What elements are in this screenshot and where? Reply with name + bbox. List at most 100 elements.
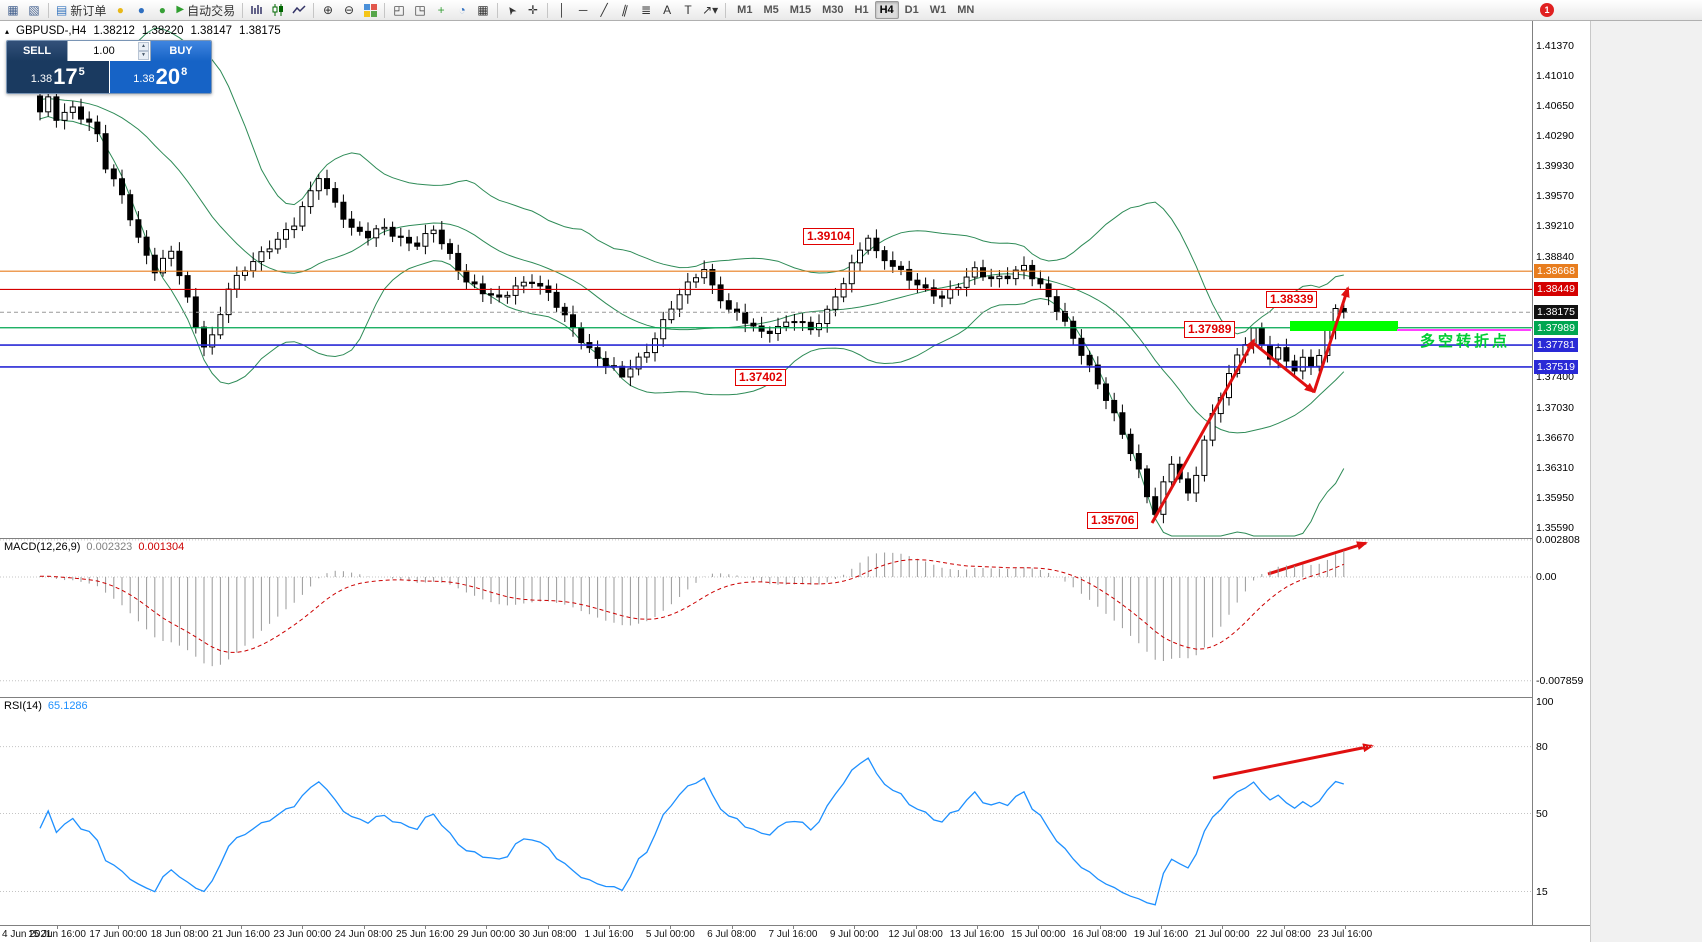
volume-up-icon[interactable]: ▲ [138, 42, 149, 51]
rsi-value: 65.1286 [47, 700, 88, 712]
time-axis-tick [1038, 926, 1040, 929]
timeframe-button-mn[interactable]: MN [957, 4, 975, 16]
arrange-horizontal-button[interactable]: ◰ [389, 1, 409, 19]
text-tool-icon: A [663, 3, 672, 17]
buy-button[interactable]: BUY [151, 41, 211, 61]
price-chart-canvas[interactable] [0, 0, 1532, 942]
timeframe-group: M1 M5 M15 M30 H1 H4 D1 W1 MN [732, 1, 979, 19]
autotrade-button[interactable]: ▶ 自动交易 [173, 1, 238, 19]
time-axis-label: 7 Jul 16:00 [768, 929, 818, 940]
price-axis-label: 1.40290 [1536, 130, 1574, 142]
profiles-button[interactable]: ▧ [24, 1, 44, 19]
period-select-button[interactable]: ◔ [452, 1, 472, 19]
price-axis-label: 1.38449 [1534, 282, 1578, 297]
arrange-vertical-icon: ◳ [414, 3, 426, 17]
drawing-objects-layer [1150, 286, 1531, 780]
market-watch-button[interactable]: ● [131, 1, 151, 19]
chart-candles-button[interactable] [268, 1, 288, 19]
price-axis-label: 0.00 [1536, 571, 1557, 583]
symbol-marker-icon: ▴ [5, 26, 10, 36]
zoom-in-button[interactable]: ⊕ [318, 1, 338, 19]
timeframe-button-m15[interactable]: M15 [789, 4, 812, 16]
arrows-tool-button[interactable]: ↗ ▾ [699, 1, 721, 19]
cursor-button[interactable]: ➤ [502, 1, 522, 19]
channel-button[interactable]: ∥ [615, 1, 635, 19]
time-axis-tick [547, 926, 549, 929]
scripts-button[interactable]: ● [152, 1, 172, 19]
timeframe-button-m30[interactable]: M30 [822, 4, 844, 16]
new-order-button[interactable]: ▤ 新订单 [53, 1, 109, 19]
arrange-vertical-button[interactable]: ◳ [410, 1, 430, 19]
time-axis-tick [57, 926, 58, 929]
arrows-tool-icon: ↗ [702, 3, 713, 17]
chart-line-button[interactable] [289, 1, 309, 19]
candles-layer [37, 87, 1347, 524]
templates-button[interactable]: ▦ [473, 1, 493, 19]
notification-badge[interactable]: 1 [1540, 3, 1554, 17]
time-axis-label: 9 Jul 00:00 [829, 929, 879, 940]
autotrade-play-icon: ▶ [176, 4, 185, 15]
bar-chart-icon [251, 5, 262, 14]
price-axis-label: 0.002808 [1536, 533, 1580, 546]
zoom-out-button[interactable]: ⊖ [339, 1, 359, 19]
fibonacci-button[interactable]: ≣ [636, 1, 656, 19]
period-select-icon: ◔ [458, 3, 466, 17]
time-axis-label: 17 Jun 00:00 [89, 929, 148, 940]
price-axis-label: 1.35950 [1536, 491, 1574, 504]
time-axis-label: 15 Jun 16:00 [28, 929, 86, 940]
time-axis[interactable]: 4 Jun 2021 15 Jun 16:00 17 Jun 00:00 18 Jun… [0, 925, 1590, 942]
rsi-label-row: RSI(14) 65.1286 [4, 700, 88, 712]
profiles-icon: ▧ [28, 3, 40, 17]
sell-price-big: 17 [53, 64, 78, 89]
time-axis-label: 21 Jul 00:00 [1195, 929, 1250, 940]
time-axis-tick [486, 926, 488, 929]
price-axis-label: 15 [1536, 885, 1548, 898]
trendline-button[interactable]: ╱ [594, 1, 614, 19]
new-chart-button[interactable]: ▦ [3, 1, 23, 19]
timeframe-button-m1[interactable]: M1 [737, 4, 753, 16]
price-axis-label: 1.36310 [1536, 461, 1574, 474]
chart-bars-button[interactable] [247, 1, 267, 19]
buy-price-prefix: 1.38 [133, 73, 155, 85]
macd-layer [0, 539, 1532, 682]
buy-price[interactable]: 1.38 20 8 [109, 61, 211, 93]
vertical-line-icon: │ [558, 3, 566, 17]
price-axis-label: 1.37989 [1534, 320, 1578, 335]
timeframe-button-d1[interactable]: D1 [904, 4, 919, 16]
one-click-trading-panel: SELL ▲▼ BUY 1.38 17 5 1.38 20 8 [6, 40, 212, 94]
vertical-line-button[interactable]: │ [552, 1, 572, 19]
crosshair-button[interactable]: ✛ [523, 1, 543, 19]
level-lines-layer [0, 270, 1532, 368]
sell-price[interactable]: 1.38 17 5 [7, 61, 110, 93]
time-axis-label: 30 Jun 08:00 [518, 929, 577, 940]
add-indicator-button[interactable]: + [431, 1, 451, 19]
time-axis-label: 24 Jun 08:00 [334, 929, 393, 940]
time-axis-label: 19 Jul 16:00 [1133, 929, 1189, 940]
sell-price-pip: 5 [78, 66, 85, 78]
volume-down-icon[interactable]: ▼ [138, 51, 149, 60]
time-axis-label: 23 Jun 00:00 [273, 929, 332, 940]
volume-input[interactable] [68, 41, 150, 61]
text-tool-button[interactable]: A [657, 1, 677, 19]
sell-button[interactable]: SELL [7, 41, 67, 61]
volume-stepper[interactable]: ▲ ▼ [138, 42, 149, 60]
time-axis-label: 12 Jul 08:00 [888, 929, 943, 940]
timeframe-button-h4[interactable]: H4 [874, 1, 899, 19]
time-axis-tick [1099, 926, 1101, 929]
price-axis[interactable]: 1.41370 1.41010 1.40650 1.40290 1.39930 1.395… [1532, 0, 1590, 942]
label-tool-button[interactable]: T [678, 1, 698, 19]
indicators-button[interactable]: ● [110, 1, 130, 19]
tile-windows-button[interactable] [360, 1, 380, 19]
channel-icon: ∥ [620, 2, 630, 18]
price-axis-label: 1.38175 [1534, 305, 1578, 320]
price-axis-label: 1.41370 [1536, 40, 1574, 52]
price-axis-label: 1.37781 [1534, 338, 1578, 353]
timeframe-button-w1[interactable]: W1 [929, 4, 947, 16]
timeframe-button-h1[interactable]: H1 [854, 4, 869, 16]
horizontal-line-button[interactable]: ─ [573, 1, 593, 19]
fibonacci-icon: ≣ [641, 3, 652, 17]
time-axis-label: 4 Jun 2021 [2, 929, 52, 940]
price-axis-label: 1.38668 [1534, 264, 1578, 279]
timeframe-button-m5[interactable]: M5 [763, 4, 779, 16]
